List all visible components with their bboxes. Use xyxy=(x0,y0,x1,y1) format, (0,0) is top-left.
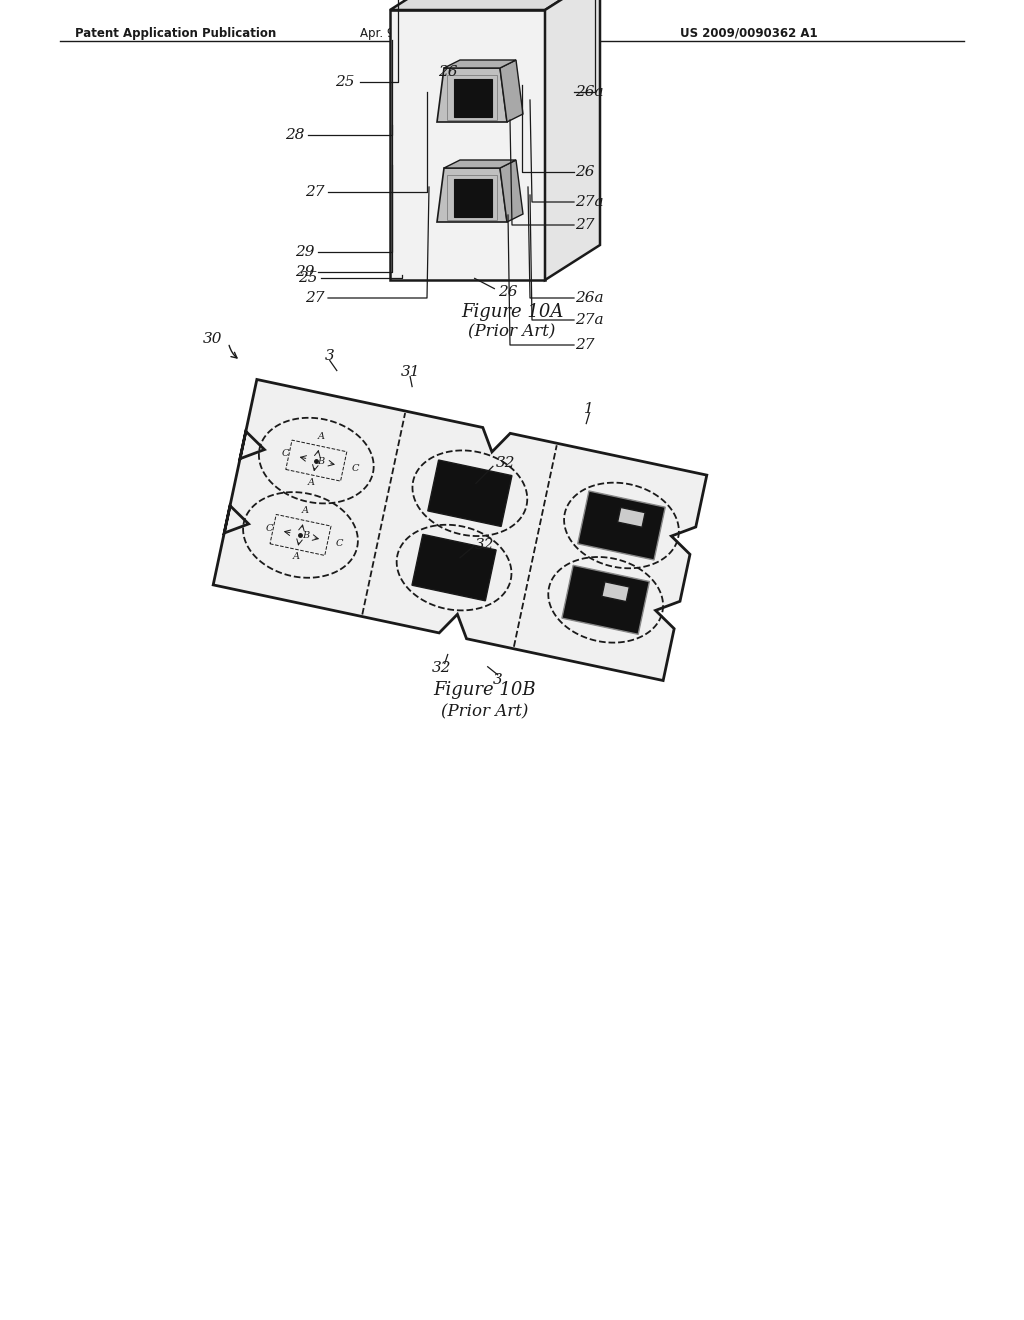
Polygon shape xyxy=(213,379,707,681)
Text: 26: 26 xyxy=(438,65,458,79)
Text: 27: 27 xyxy=(305,185,325,199)
Polygon shape xyxy=(437,69,507,121)
Text: Figure 10A: Figure 10A xyxy=(461,304,563,321)
Polygon shape xyxy=(563,566,648,634)
Polygon shape xyxy=(545,0,600,280)
Text: 26: 26 xyxy=(575,165,595,180)
Polygon shape xyxy=(437,168,507,222)
Bar xyxy=(447,176,497,220)
Text: 32: 32 xyxy=(496,457,515,470)
Text: A: A xyxy=(302,506,309,515)
Text: A: A xyxy=(318,432,325,441)
Text: 30: 30 xyxy=(203,331,222,346)
Text: C: C xyxy=(351,465,359,474)
Polygon shape xyxy=(500,59,523,121)
Polygon shape xyxy=(444,59,516,69)
Polygon shape xyxy=(428,459,512,527)
Text: 27a: 27a xyxy=(575,313,603,327)
Text: Patent Application Publication: Patent Application Publication xyxy=(75,26,276,40)
Bar xyxy=(447,75,497,120)
Text: 26: 26 xyxy=(498,285,517,300)
Text: 31: 31 xyxy=(400,364,420,379)
Text: A: A xyxy=(308,478,315,487)
Text: 1: 1 xyxy=(585,401,594,416)
Polygon shape xyxy=(390,0,600,11)
Text: US 2009/0090362 A1: US 2009/0090362 A1 xyxy=(680,26,817,40)
Polygon shape xyxy=(412,535,497,601)
Text: 27: 27 xyxy=(575,218,595,232)
Text: C: C xyxy=(265,524,273,533)
Text: (Prior Art): (Prior Art) xyxy=(441,704,528,721)
Text: 32: 32 xyxy=(475,537,495,552)
Polygon shape xyxy=(580,492,664,558)
Text: 26a: 26a xyxy=(575,290,603,305)
Polygon shape xyxy=(578,491,666,560)
Text: 3: 3 xyxy=(325,348,335,363)
Text: 25: 25 xyxy=(336,75,355,88)
Text: Figure 10B: Figure 10B xyxy=(434,681,537,700)
Text: B: B xyxy=(317,457,325,466)
Text: 3: 3 xyxy=(493,673,503,686)
Text: 27a: 27a xyxy=(575,195,603,209)
Polygon shape xyxy=(390,11,545,280)
Text: 28: 28 xyxy=(286,128,305,143)
Text: 25: 25 xyxy=(299,271,318,285)
Text: 26a: 26a xyxy=(575,84,603,99)
Text: B: B xyxy=(302,532,309,540)
Polygon shape xyxy=(562,565,649,635)
Text: 27: 27 xyxy=(305,290,325,305)
Bar xyxy=(454,79,492,117)
Text: C: C xyxy=(282,449,289,458)
Polygon shape xyxy=(617,507,645,527)
Polygon shape xyxy=(500,160,523,222)
Polygon shape xyxy=(444,160,516,168)
Text: (Prior Art): (Prior Art) xyxy=(468,323,556,341)
Text: 32: 32 xyxy=(432,661,452,676)
Text: 29: 29 xyxy=(296,246,315,259)
Polygon shape xyxy=(602,582,630,602)
Text: 27: 27 xyxy=(575,338,595,352)
Text: C: C xyxy=(336,539,343,548)
Text: A: A xyxy=(293,552,299,561)
Bar xyxy=(454,180,492,216)
Text: 29: 29 xyxy=(296,265,315,279)
Text: Apr. 9, 2009   Sheet 5 of 21: Apr. 9, 2009 Sheet 5 of 21 xyxy=(360,26,522,40)
